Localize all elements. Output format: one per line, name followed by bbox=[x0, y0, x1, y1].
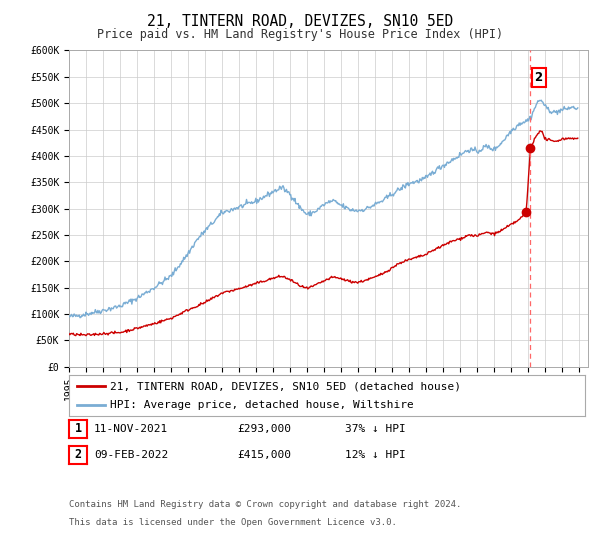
Text: 12% ↓ HPI: 12% ↓ HPI bbox=[345, 450, 406, 460]
Text: 21, TINTERN ROAD, DEVIZES, SN10 5ED: 21, TINTERN ROAD, DEVIZES, SN10 5ED bbox=[147, 14, 453, 29]
Text: 09-FEB-2022: 09-FEB-2022 bbox=[94, 450, 169, 460]
Text: Price paid vs. HM Land Registry's House Price Index (HPI): Price paid vs. HM Land Registry's House … bbox=[97, 28, 503, 41]
Text: 1: 1 bbox=[74, 422, 82, 436]
Text: £293,000: £293,000 bbox=[237, 424, 291, 434]
Text: Contains HM Land Registry data © Crown copyright and database right 2024.: Contains HM Land Registry data © Crown c… bbox=[69, 500, 461, 508]
Text: £415,000: £415,000 bbox=[237, 450, 291, 460]
Text: This data is licensed under the Open Government Licence v3.0.: This data is licensed under the Open Gov… bbox=[69, 518, 397, 527]
Text: 21, TINTERN ROAD, DEVIZES, SN10 5ED (detached house): 21, TINTERN ROAD, DEVIZES, SN10 5ED (det… bbox=[110, 381, 461, 391]
Text: 2: 2 bbox=[535, 71, 543, 85]
Text: 2: 2 bbox=[74, 448, 82, 461]
Text: HPI: Average price, detached house, Wiltshire: HPI: Average price, detached house, Wilt… bbox=[110, 400, 414, 410]
Text: 37% ↓ HPI: 37% ↓ HPI bbox=[345, 424, 406, 434]
Text: 11-NOV-2021: 11-NOV-2021 bbox=[94, 424, 169, 434]
